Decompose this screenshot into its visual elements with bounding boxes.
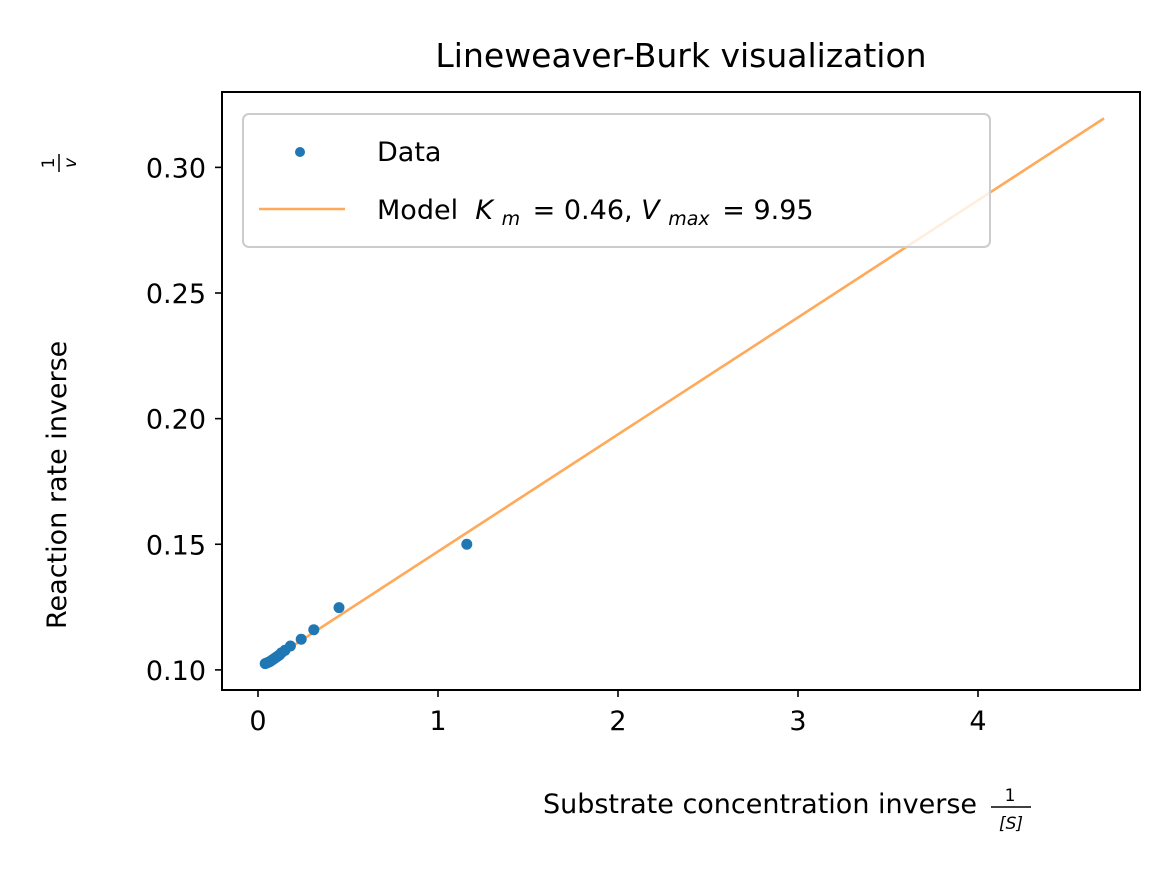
y-tick-label: 0.20 (146, 405, 206, 436)
data-point (295, 633, 307, 645)
data-point (284, 640, 296, 652)
y-axis-label-text: Reaction rate inverse (42, 341, 73, 629)
y-tick-label: 0.30 (146, 153, 206, 184)
data-point (333, 602, 345, 614)
data-points-layer (259, 538, 473, 670)
x-tick-label: 0 (249, 706, 266, 737)
legend-data-marker (295, 147, 305, 157)
legend-vmax-value: = 9.95 (722, 195, 813, 226)
x-axis-ticks: 0 1 2 3 4 (249, 690, 987, 737)
legend-data-label: Data (377, 137, 441, 168)
x-axis-label-numerator: 1 (1005, 786, 1016, 806)
data-point (461, 538, 473, 550)
x-tick-label: 2 (609, 706, 626, 737)
data-point (308, 624, 320, 636)
legend-model-label: Model K m = 0.46, V max = 9.95 (377, 195, 814, 232)
x-tick-label: 1 (429, 706, 446, 737)
x-axis-label-text: Substrate concentration inverse (543, 789, 977, 820)
x-axis-label-denominator: [S] (999, 814, 1023, 834)
y-axis-label-denominator: v (61, 157, 81, 168)
legend-box (242, 113, 991, 248)
legend-km-value: = 0.46, (533, 195, 633, 226)
x-axis-label: Substrate concentration inverse 1 [S] (543, 786, 1031, 834)
y-axis-label: Reaction rate inverse 1 v (39, 154, 81, 629)
y-axis-label-numerator: 1 (39, 158, 59, 169)
legend-vmax-subscript: max (668, 208, 710, 230)
axes-frame (221, 91, 1141, 691)
legend-km-symbol: K (475, 195, 495, 226)
x-tick-label: 4 (969, 706, 986, 737)
y-axis-ticks: 0.10 0.15 0.20 0.25 0.30 (146, 153, 222, 687)
legend: Data Model K m = 0.46, V max = 9.95 (242, 113, 991, 248)
x-tick-label: 3 (789, 706, 806, 737)
legend-vmax-symbol: V (641, 195, 662, 226)
y-tick-label: 0.15 (146, 530, 206, 561)
chart-title: Lineweaver-Burk visualization (435, 36, 926, 75)
y-tick-label: 0.10 (146, 656, 206, 687)
legend-km-subscript: m (502, 208, 521, 230)
legend-model-prefix: Model (377, 195, 467, 226)
y-tick-label: 0.25 (146, 279, 206, 310)
